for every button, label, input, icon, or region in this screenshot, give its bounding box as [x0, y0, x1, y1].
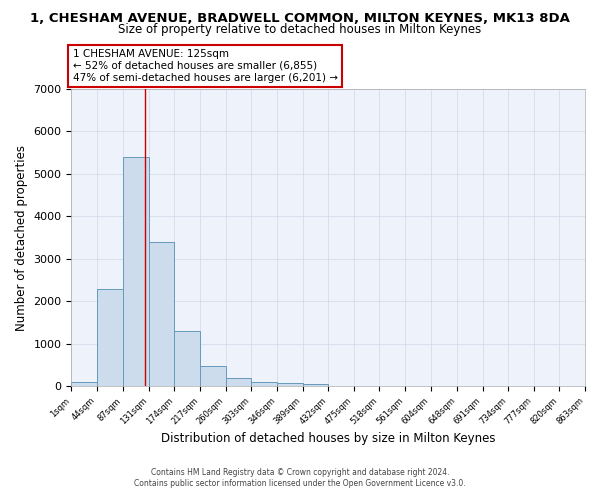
Bar: [149, 242, 175, 386]
X-axis label: Distribution of detached houses by size in Milton Keynes: Distribution of detached houses by size …: [161, 432, 496, 445]
Bar: [122, 157, 149, 386]
Text: Contains HM Land Registry data © Crown copyright and database right 2024.
Contai: Contains HM Land Registry data © Crown c…: [134, 468, 466, 487]
Bar: [175, 331, 200, 386]
Text: Size of property relative to detached houses in Milton Keynes: Size of property relative to detached ho…: [118, 22, 482, 36]
Bar: [302, 384, 328, 386]
Bar: [251, 382, 277, 386]
Bar: [71, 382, 97, 386]
Bar: [277, 383, 302, 386]
Text: 1 CHESHAM AVENUE: 125sqm
← 52% of detached houses are smaller (6,855)
47% of sem: 1 CHESHAM AVENUE: 125sqm ← 52% of detach…: [73, 50, 338, 82]
Bar: [97, 288, 122, 386]
Bar: [200, 366, 226, 386]
Bar: [226, 378, 251, 386]
Text: 1, CHESHAM AVENUE, BRADWELL COMMON, MILTON KEYNES, MK13 8DA: 1, CHESHAM AVENUE, BRADWELL COMMON, MILT…: [30, 12, 570, 26]
Y-axis label: Number of detached properties: Number of detached properties: [15, 144, 28, 330]
